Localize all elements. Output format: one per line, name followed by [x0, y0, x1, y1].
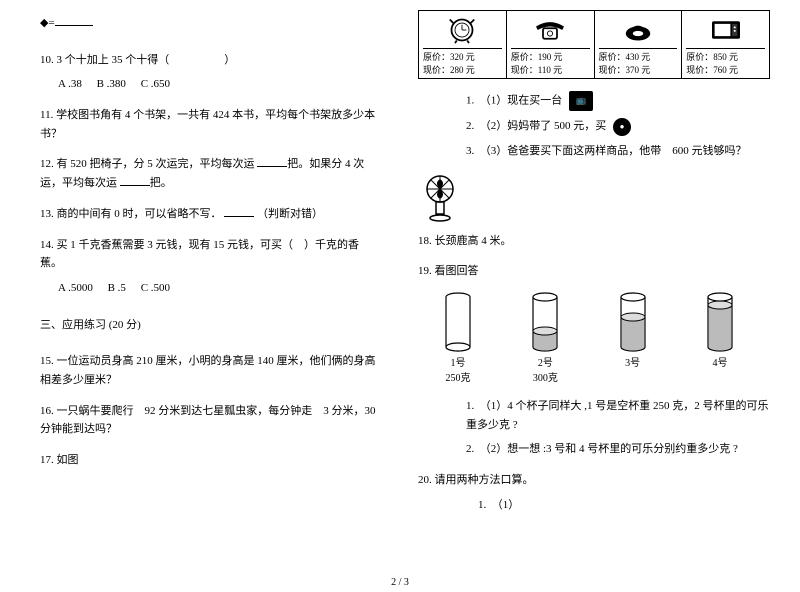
q13-b: （判断对错） — [257, 208, 323, 220]
q10-b: B .380 — [97, 78, 126, 90]
q13-blank — [224, 205, 254, 217]
p2-orig: 原价：190 元 — [511, 51, 590, 64]
product-cell-2: 原价：190 元 现价：110 元 — [507, 11, 595, 78]
product-cell-4: 原价：850 元 现价：760 元 — [682, 11, 769, 78]
p2-now: 现价：110 元 — [511, 64, 590, 77]
cup4-label: 4号 — [690, 357, 750, 370]
p4-orig: 原价：850 元 — [686, 51, 765, 64]
q17: 17. 如图 — [40, 451, 380, 470]
fan-figure — [418, 173, 770, 226]
product-2-text: 原价：190 元 现价：110 元 — [511, 48, 590, 76]
q10-c: C .650 — [141, 78, 170, 90]
q14: 14. 买 1 千克香蕉需要 3 元钱，现有 15 元钱，可买（ ）千克的香蕉。 — [40, 236, 380, 273]
cup-2: 2号 300克 — [515, 291, 575, 385]
sub-q3: 3. （3）爸爸要买下面这两样商品，他带 600 元钱够吗？ — [418, 142, 770, 161]
cup3-label: 3号 — [603, 357, 663, 370]
p3-now: 现价：370 元 — [599, 64, 678, 77]
page-footer: 2 / 3 — [0, 577, 800, 588]
cup2-label: 2号 — [515, 357, 575, 370]
sub-q1-text: 1. （1）现在买一台 — [466, 95, 562, 107]
sub-q2: 2. （2）妈妈带了 500 元，买 ● — [418, 117, 770, 136]
diamond-text: ◆= — [40, 17, 55, 29]
cup1-sub: 250克 — [428, 372, 488, 385]
cups-q2: 2. （2）想一想 :3 号和 4 号杯里的可乐分别约重多少克 ? — [418, 440, 770, 459]
product-table: 原价：320 元 现价：280 元 原价：190 元 现价：110 元 原价 — [418, 10, 770, 79]
product-1-text: 原价：320 元 现价：280 元 — [423, 48, 502, 76]
q13-a: 13. 商的中间有 0 时，可以省略不写． — [40, 208, 222, 220]
blank-underline — [55, 14, 93, 26]
q12-blank2 — [120, 174, 150, 186]
phone-icon — [526, 14, 574, 46]
q14-b: B .5 — [108, 282, 126, 294]
product-cell-1: 原价：320 元 现价：280 元 — [419, 11, 507, 78]
q14-a: A .5000 — [58, 282, 93, 294]
sub-q1: 1. （1）现在买一台 📺 — [418, 91, 770, 111]
q14-c: C .500 — [141, 282, 170, 294]
bag-mini-icon: ● — [613, 118, 631, 136]
clock-icon — [438, 14, 486, 46]
cup1-label: 1号 — [428, 357, 488, 370]
product-3-text: 原价：430 元 现价：370 元 — [599, 48, 678, 76]
q20: 20. 请用两种方法口算。 — [418, 471, 770, 490]
q10: 10. 3 个十加上 35 个十得（ ） — [40, 51, 380, 70]
q12-blank1 — [257, 155, 287, 167]
q10-choices: A .38 B .380 C .650 — [40, 75, 380, 94]
bag-icon — [614, 14, 662, 46]
microwave-mini-icon: 📺 — [569, 91, 593, 111]
product-cell-3: 原价：430 元 现价：370 元 — [595, 11, 683, 78]
cup-3: 3号 — [603, 291, 663, 385]
q12-c: 把。 — [150, 177, 172, 189]
cup2-sub: 300克 — [515, 372, 575, 385]
p1-now: 现价：280 元 — [423, 64, 502, 77]
cup-1: 1号 250克 — [428, 291, 488, 385]
q12: 12. 有 520 把椅子，分 5 次运完，平均每次运 把。如果分 4 次运，平… — [40, 155, 380, 192]
q11: 11. 学校图书角有 4 个书架，一共有 424 本书，平均每个书架放多少本书？ — [40, 106, 380, 143]
q12-a: 12. 有 520 把椅子，分 5 次运完，平均每次运 — [40, 158, 257, 170]
p4-now: 现价：760 元 — [686, 64, 765, 77]
q13: 13. 商的中间有 0 时，可以省略不写． （判断对错） — [40, 205, 380, 224]
cups-q1: 1. （1）4 个杯子同样大 ,1 号是空杯重 250 克，2 号杯里的可乐重多… — [418, 397, 770, 434]
cups-row: 1号 250克 2号 300克 — [418, 291, 770, 385]
q15: 15. 一位运动员身高 210 厘米，小明的身高是 140 厘米，他们俩的身高相… — [40, 352, 380, 389]
microwave-icon — [702, 14, 750, 46]
q18: 18. 长颈鹿高 4 米。 — [418, 232, 770, 251]
q16: 16. 一只蜗牛要爬行 92 分米到达七星瓢虫家，每分钟走 3 分米，30 分钟… — [40, 402, 380, 439]
cup-4: 4号 — [690, 291, 750, 385]
q14-choices: A .5000 B .5 C .500 — [40, 279, 380, 298]
product-4-text: 原价：850 元 现价：760 元 — [686, 48, 765, 76]
sub-q2-text: 2. （2）妈妈带了 500 元，买 — [466, 120, 606, 132]
q10-a: A .38 — [58, 78, 82, 90]
p3-orig: 原价：430 元 — [599, 51, 678, 64]
q20-sub1: 1. （1） — [418, 496, 770, 515]
diamond-equals: ◆= — [40, 14, 380, 33]
section3-title: 三、应用练习 (20 分) — [40, 316, 380, 335]
q19: 19. 看图回答 — [418, 262, 770, 281]
p1-orig: 原价：320 元 — [423, 51, 502, 64]
